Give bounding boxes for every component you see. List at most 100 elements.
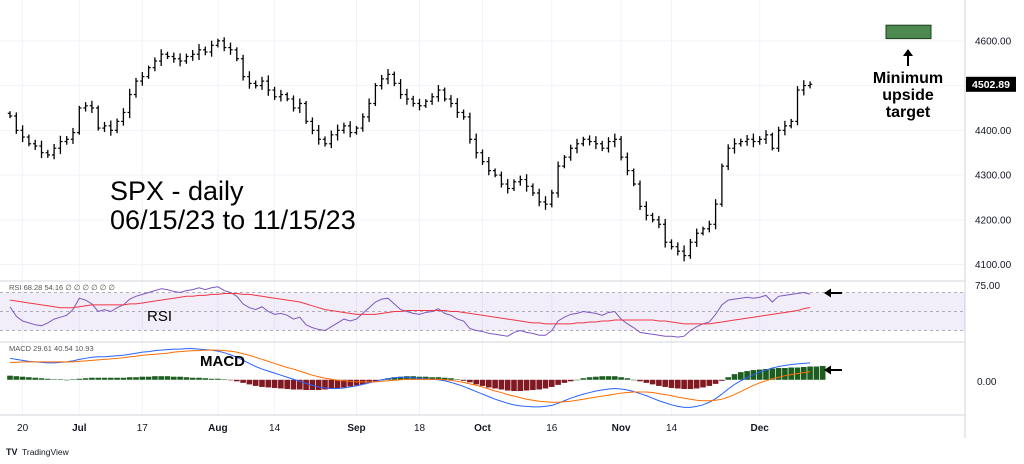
price-bar xyxy=(675,242,680,256)
macd-histogram-bar xyxy=(278,379,284,389)
price-axis-label: 4100.00 xyxy=(975,260,1012,271)
price-bar xyxy=(234,47,239,62)
price-bar xyxy=(669,239,674,250)
price-bar xyxy=(694,228,699,247)
price-bar xyxy=(108,120,113,136)
price-bar xyxy=(266,75,271,96)
macd-histogram-bar xyxy=(675,379,681,389)
price-bar xyxy=(751,133,756,148)
price-bar xyxy=(663,218,668,248)
macd-histogram-bar xyxy=(114,377,120,380)
price-bar xyxy=(102,121,107,133)
price-bar xyxy=(203,46,208,56)
price-bar xyxy=(385,69,391,85)
tradingview-logo-icon: TV xyxy=(6,447,18,457)
price-bar xyxy=(335,124,340,141)
macd-histogram-bar xyxy=(448,378,454,380)
price-bar xyxy=(348,121,353,138)
macd-histogram-bar xyxy=(756,369,763,380)
price-bar xyxy=(89,100,95,113)
macd-histogram-bar xyxy=(347,379,353,387)
macd-histogram-bar xyxy=(26,377,32,380)
macd-histogram-bar xyxy=(95,377,101,380)
price-bar xyxy=(51,143,57,160)
macd-histogram-bar xyxy=(586,377,593,380)
macd-histogram-bar xyxy=(460,379,467,381)
macd-histogram-bar xyxy=(523,379,530,391)
macd-histogram-bar xyxy=(38,378,45,380)
macd-histogram-bar xyxy=(580,378,587,380)
macd-histogram-bar xyxy=(271,379,278,388)
price-bar xyxy=(593,136,599,150)
macd-histogram-bar xyxy=(133,377,139,380)
price-bar xyxy=(744,134,750,146)
price-bar xyxy=(297,98,302,113)
macd-histogram-bar xyxy=(177,376,183,380)
macd-histogram-bar xyxy=(637,379,643,382)
price-bar xyxy=(637,180,643,210)
macd-histogram-bar xyxy=(196,377,202,380)
price-bar xyxy=(789,118,794,129)
price-bar xyxy=(738,138,743,147)
macd-histogram-bar xyxy=(158,376,164,380)
macd-histogram-bar xyxy=(693,379,700,389)
price-bar xyxy=(681,245,687,262)
price-bar xyxy=(618,136,624,161)
macd-histogram-bar xyxy=(284,379,290,389)
last-price-tag: 4502.89 xyxy=(966,76,1016,92)
price-bar xyxy=(316,124,321,145)
price-bar xyxy=(417,98,422,111)
macd-histogram-bar xyxy=(372,379,379,382)
price-bar xyxy=(114,118,120,134)
price-bar xyxy=(329,130,334,149)
price-bar xyxy=(303,100,309,124)
macd-histogram-bar xyxy=(719,379,725,381)
macd-histogram-bar xyxy=(561,379,568,383)
price-bar xyxy=(354,125,359,135)
macd-histogram-bar xyxy=(542,379,549,389)
time-axis-label: Jul xyxy=(72,423,87,434)
price-bar xyxy=(285,92,290,102)
macd-panel-label: MACD xyxy=(200,353,245,370)
price-bar xyxy=(26,134,32,147)
macd-histogram-bar xyxy=(738,372,744,380)
price-axis-label: 4200.00 xyxy=(975,215,1012,226)
macd-histogram-bar xyxy=(215,378,221,380)
price-bar xyxy=(33,139,38,150)
branding-label: TradingView xyxy=(22,447,70,457)
price-bar xyxy=(121,108,126,126)
macd-histogram-bar xyxy=(303,379,309,390)
price-bar xyxy=(574,138,580,154)
price-axis-label: 4400.00 xyxy=(975,126,1012,137)
macd-series-line xyxy=(10,349,811,403)
macd-histogram-bar xyxy=(819,365,826,380)
price-bar xyxy=(587,135,592,146)
price-bar xyxy=(776,126,781,152)
price-bar xyxy=(83,102,88,112)
price-bar xyxy=(518,175,523,186)
rsi-legend: RSI 68.28 54.16 ∅ ∅ ∅ ∅ ∅ ∅ xyxy=(9,283,115,292)
time-axis-label: 20 xyxy=(17,423,29,434)
price-bar xyxy=(549,189,554,208)
price-bar xyxy=(625,152,630,176)
price-bar xyxy=(480,149,485,165)
time-axis-label: 14 xyxy=(269,423,281,434)
macd-histogram-bar xyxy=(171,376,177,380)
macd-histogram-bar xyxy=(76,378,83,380)
macd-histogram-bar xyxy=(530,379,536,390)
target-line-1: Minimum xyxy=(873,70,943,87)
price-bar xyxy=(14,112,19,134)
macd-histogram-bar xyxy=(13,376,20,380)
macd-histogram-bar xyxy=(328,379,335,389)
macd-histogram-bar xyxy=(45,378,51,380)
time-axis-label: Nov xyxy=(612,423,631,434)
macd-histogram-bar xyxy=(7,375,13,380)
price-bar xyxy=(159,49,164,66)
macd-histogram-bar xyxy=(202,378,209,380)
price-bar xyxy=(96,105,101,131)
macd-histogram-bar xyxy=(322,379,328,390)
price-bar xyxy=(442,87,447,102)
chart-date-range: 06/15/23 to 11/15/23 xyxy=(110,205,356,235)
macd-histogram-bar xyxy=(32,377,38,380)
macd-histogram-bar xyxy=(246,379,253,385)
